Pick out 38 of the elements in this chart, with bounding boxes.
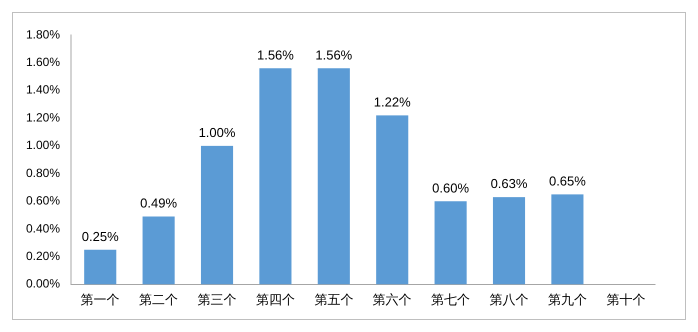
data-label: 0.65% xyxy=(548,173,586,188)
bar xyxy=(434,201,467,284)
bar xyxy=(200,146,234,284)
y-tick-label: 0.00% xyxy=(26,276,60,291)
x-tick-label: 第四个 xyxy=(256,292,295,307)
x-tick-label: 第六个 xyxy=(372,292,412,307)
y-tick-label: 1.20% xyxy=(26,110,60,124)
data-label: 0.49% xyxy=(140,196,178,211)
bar xyxy=(259,68,292,284)
x-tick-label: 第七个 xyxy=(431,292,470,307)
data-label: 0.63% xyxy=(490,176,528,192)
x-tick-label: 第二个 xyxy=(139,292,178,307)
bar xyxy=(376,115,408,284)
bar xyxy=(84,250,116,284)
y-tick-label: 0.60% xyxy=(26,194,60,208)
data-label: 1.22% xyxy=(374,94,412,110)
y-tick-label: 0.40% xyxy=(26,221,60,236)
y-tick-label: 0.80% xyxy=(26,166,60,180)
bar xyxy=(492,197,526,284)
y-tick-label: 0.20% xyxy=(26,249,60,263)
x-tick-label: 第十个 xyxy=(606,292,646,307)
y-tick-label: 1.80% xyxy=(26,27,60,42)
x-tick-label: 第三个 xyxy=(198,292,237,307)
y-tick-label: 1.00% xyxy=(26,138,60,152)
data-label: 1.56% xyxy=(256,47,294,62)
y-tick-label: 1.40% xyxy=(26,82,60,97)
bar xyxy=(142,216,175,284)
x-tick-label: 第一个 xyxy=(80,292,120,307)
data-label: 1.56% xyxy=(315,47,353,62)
data-label: 0.25% xyxy=(82,228,120,244)
bar xyxy=(551,194,584,284)
data-label: 0.60% xyxy=(432,180,470,196)
data-label: 1.00% xyxy=(198,124,236,140)
y-tick-label: 1.60% xyxy=(26,55,60,70)
x-tick-label: 第五个 xyxy=(314,292,354,307)
x-tick-label: 第九个 xyxy=(548,292,587,307)
x-tick-label: 第八个 xyxy=(490,292,529,307)
bar xyxy=(318,68,350,284)
